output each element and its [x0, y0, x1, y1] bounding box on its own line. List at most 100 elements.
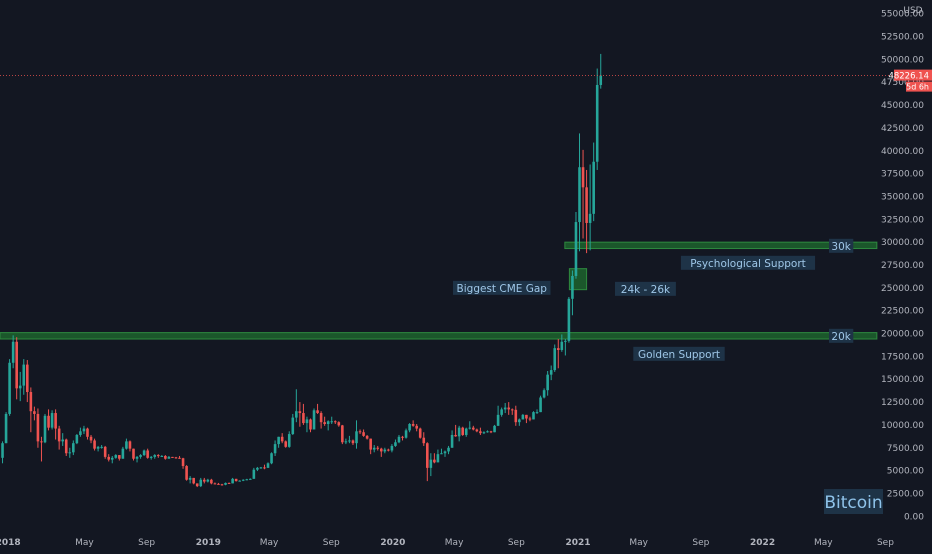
candle-body	[341, 425, 344, 443]
countdown-tag-bg	[906, 81, 932, 92]
candle-body	[188, 477, 192, 480]
x-tick-label: Sep	[323, 538, 340, 548]
zone-2[interactable]	[0, 332, 878, 340]
candle-body	[202, 479, 206, 482]
psychological-support-value-label[interactable]: 30k	[829, 238, 854, 253]
candle-body	[266, 463, 270, 468]
x-tick-label: May	[260, 538, 279, 548]
cme-gap-label[interactable]: Biggest CME Gap	[453, 280, 551, 295]
candle-20	[72, 440, 75, 456]
candle-body	[553, 348, 557, 371]
candle-139	[493, 424, 496, 433]
candle-84	[298, 402, 302, 427]
candle-body	[518, 419, 521, 423]
x-tick-label: 2022	[750, 538, 775, 548]
x-tick-label: 2018	[0, 538, 21, 548]
candle-body	[280, 436, 284, 442]
x-tick-label: 2019	[196, 538, 221, 548]
candle-165	[585, 169, 588, 254]
current-price-value: 48226.14	[888, 72, 929, 82]
candle-body	[316, 410, 319, 414]
candle-25	[89, 434, 93, 444]
candle-body	[546, 374, 549, 391]
candle-47	[167, 455, 171, 459]
candle-62	[220, 483, 224, 486]
candle-body	[96, 446, 100, 449]
candle-body	[309, 419, 312, 430]
candle-111	[394, 439, 397, 447]
candle-body	[295, 411, 298, 418]
candle-17	[61, 433, 65, 446]
candle-body	[29, 392, 33, 412]
candle-body	[525, 414, 528, 419]
y-tick-label: 30000.00	[881, 238, 924, 248]
candle-body	[595, 84, 599, 162]
candle-body	[401, 436, 404, 438]
cme-gap-value-label[interactable]: 24k - 26k	[615, 281, 676, 296]
y-tick-label: 20000.00	[881, 330, 924, 340]
candle-15	[54, 409, 57, 440]
candle-161	[571, 270, 574, 316]
candle-29	[103, 445, 107, 459]
candle-159	[564, 339, 567, 356]
candle-129	[457, 425, 461, 442]
x-tick-label: May	[75, 538, 94, 548]
zone-1[interactable]	[564, 241, 878, 250]
golden-support-label[interactable]: Golden Support	[633, 346, 725, 361]
candle-166	[588, 164, 592, 251]
candle-160	[567, 296, 571, 343]
candle-body	[36, 413, 40, 442]
candle-150	[532, 411, 535, 420]
y-tick-label: 27500.00	[881, 261, 924, 271]
candle-body	[50, 413, 54, 428]
candle-body	[298, 411, 302, 414]
x-axis[interactable]: 2018 May Sep 2019 May Sep 2020 May Sep 2021 May Sep…	[0, 538, 894, 548]
candle-41	[146, 448, 149, 459]
x-tick-label: Sep	[508, 538, 525, 548]
candle-body	[47, 415, 50, 428]
candle-130	[461, 426, 464, 436]
candle-body	[79, 431, 82, 435]
y-tick-label: 7500.00	[887, 444, 924, 454]
candle-80	[284, 440, 288, 448]
candle-body	[337, 422, 341, 426]
candle-152	[539, 395, 542, 413]
y-axis[interactable]: 0.00 2500.00 5000.00 7500.00 10000.00 12500.0…	[881, 10, 932, 523]
candle-body	[110, 457, 114, 460]
candle-0	[1, 441, 4, 464]
golden-support-label-bg	[633, 346, 725, 361]
candle-body	[433, 459, 436, 463]
candle-body	[372, 447, 376, 450]
y-tick-label: 25000.00	[881, 284, 924, 294]
psychological-support-label[interactable]: Psychological Support	[680, 255, 816, 270]
cme-gap-label-text: Biggest CME Gap	[457, 283, 548, 295]
watermark-text: Bitcoin	[824, 493, 882, 513]
candle-143	[507, 402, 511, 415]
candle-body	[464, 428, 468, 435]
candle-body	[206, 479, 210, 482]
candle-89	[316, 403, 319, 414]
candle-body	[213, 483, 217, 485]
candle-107	[379, 447, 383, 457]
x-tick-label: Sep	[692, 538, 709, 548]
candle-body	[326, 421, 330, 424]
y-tick-label: 52500.00	[881, 33, 924, 43]
candle-120	[426, 442, 429, 482]
golden-support-value-label[interactable]: 20k	[829, 328, 854, 343]
candle-body	[82, 428, 86, 432]
candle-126	[447, 445, 450, 455]
candle-body	[365, 435, 369, 439]
candle-155	[549, 365, 553, 381]
candle-body	[383, 449, 387, 452]
candle-body	[54, 413, 57, 429]
candle-body	[68, 452, 72, 454]
golden-support-value-label-bg	[829, 328, 854, 343]
candle-22	[79, 427, 82, 437]
candle-body	[199, 479, 203, 487]
candle-149	[528, 416, 532, 422]
candle-72	[256, 466, 259, 472]
cme-gap-value-label-bg	[615, 281, 676, 296]
candle-body	[259, 467, 263, 469]
candle-body	[15, 341, 18, 389]
candle-body	[1, 443, 4, 458]
